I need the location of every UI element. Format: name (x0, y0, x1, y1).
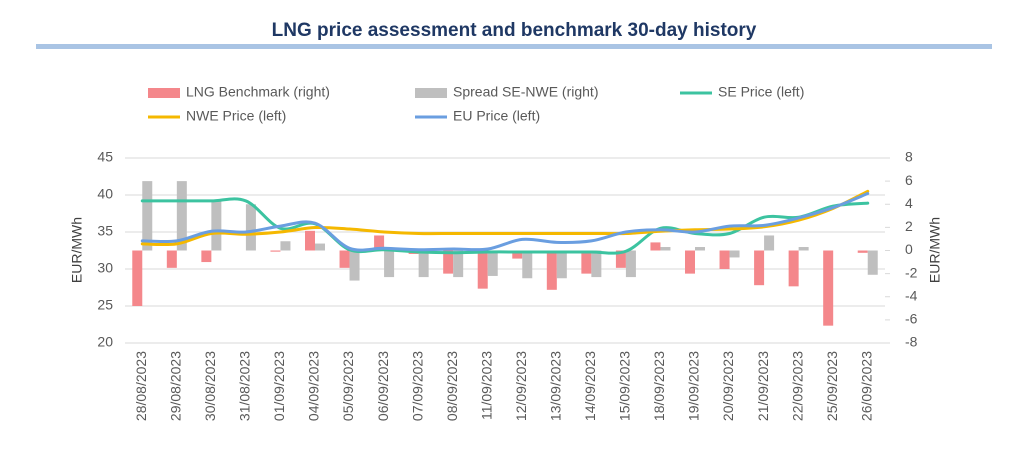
legend-label: SE Price (left) (718, 84, 804, 100)
line (140, 189, 870, 247)
bar (591, 250, 602, 278)
bar (512, 250, 523, 259)
y2-axis-title: EUR/MWh (927, 217, 943, 283)
x-tick-label: 20/09/2023 (720, 351, 736, 421)
x-tick-label: 11/09/2023 (478, 351, 494, 420)
bar (339, 250, 350, 268)
bar (788, 250, 799, 287)
bar (384, 250, 395, 278)
bar (754, 250, 765, 286)
y-tick-label: 40 (97, 186, 113, 202)
x-tick-label: 18/09/2023 (651, 351, 667, 421)
bar (176, 181, 187, 251)
y2-tick-label: -8 (905, 334, 918, 350)
x-tick-label: 21/09/2023 (755, 351, 771, 421)
y2-tick-label: 8 (905, 149, 913, 165)
bar (477, 250, 488, 289)
y-tick-label: 30 (97, 260, 113, 276)
legend-label: LNG Benchmark (right) (186, 84, 330, 100)
bar (166, 250, 177, 268)
y2-tick-label: -2 (905, 264, 918, 280)
bar (211, 200, 222, 251)
chart-title: LNG price assessment and benchmark 30-da… (272, 20, 757, 41)
y-tick-label: 45 (97, 149, 113, 165)
bar (522, 250, 533, 279)
bar (487, 250, 498, 276)
bar (142, 181, 153, 251)
x-tick-label: 25/09/2023 (824, 351, 840, 421)
bar (764, 235, 775, 251)
bar (349, 250, 360, 281)
x-tick-label: 29/08/2023 (168, 351, 184, 421)
legend-swatch (148, 88, 180, 98)
x-tick-label: 04/09/2023 (306, 351, 322, 421)
x-tick-label: 08/09/2023 (444, 351, 460, 421)
x-tick-label: 06/09/2023 (375, 351, 391, 421)
title-rule (36, 44, 992, 49)
x-tick-label: 13/09/2023 (548, 351, 564, 421)
x-tick-label: 30/08/2023 (202, 351, 218, 421)
bar (625, 250, 636, 278)
bar (685, 250, 695, 274)
x-tick-label: 05/09/2023 (340, 351, 356, 421)
bar (201, 250, 212, 263)
y-axis-title: EUR/MWh (69, 217, 85, 283)
legend-label: NWE Price (left) (186, 108, 286, 124)
bar (857, 250, 868, 253)
x-tick-label: 26/09/2023 (858, 351, 874, 421)
bar (453, 250, 464, 278)
y2-tick-label: 4 (905, 195, 913, 211)
bar (305, 230, 315, 251)
bar (695, 247, 705, 251)
bar (280, 241, 291, 251)
bar (719, 250, 730, 269)
y2-tick-label: 0 (905, 241, 913, 257)
bar (581, 250, 592, 274)
bar (615, 250, 626, 268)
bar (418, 250, 429, 278)
y-tick-label: 25 (97, 297, 113, 313)
bar (798, 247, 809, 251)
bar (729, 250, 740, 258)
y2-tick-label: 2 (905, 218, 913, 234)
legend-label: Spread SE-NWE (right) (453, 84, 598, 100)
bar (374, 235, 385, 251)
legend-label: EU Price (left) (453, 108, 540, 124)
y-tick-label: 20 (97, 334, 113, 350)
x-tick-label: 14/09/2023 (582, 351, 598, 421)
bar (443, 250, 454, 274)
bar (245, 204, 256, 251)
line (140, 192, 870, 252)
bar (650, 242, 661, 251)
y2-tick-label: 6 (905, 172, 913, 188)
x-tick-label: 07/09/2023 (409, 351, 425, 421)
y2-tick-label: -6 (905, 311, 918, 327)
bar (556, 250, 567, 279)
bar (660, 247, 671, 251)
bar (270, 250, 281, 252)
bar (823, 250, 834, 326)
x-tick-label: 31/08/2023 (237, 351, 253, 421)
bar (132, 250, 143, 306)
bar (315, 243, 325, 251)
y-tick-label: 35 (97, 223, 113, 239)
x-tick-label: 15/09/2023 (617, 351, 633, 421)
x-tick-label: 28/08/2023 (133, 351, 149, 421)
x-tick-label: 19/09/2023 (686, 351, 702, 421)
bar (546, 250, 557, 290)
y2-tick-label: -4 (905, 287, 918, 303)
x-tick-label: 22/09/2023 (789, 351, 805, 421)
x-tick-label: 01/09/2023 (271, 351, 287, 421)
legend-swatch (415, 88, 447, 98)
x-tick-label: 12/09/2023 (513, 351, 529, 421)
bar (867, 250, 878, 275)
